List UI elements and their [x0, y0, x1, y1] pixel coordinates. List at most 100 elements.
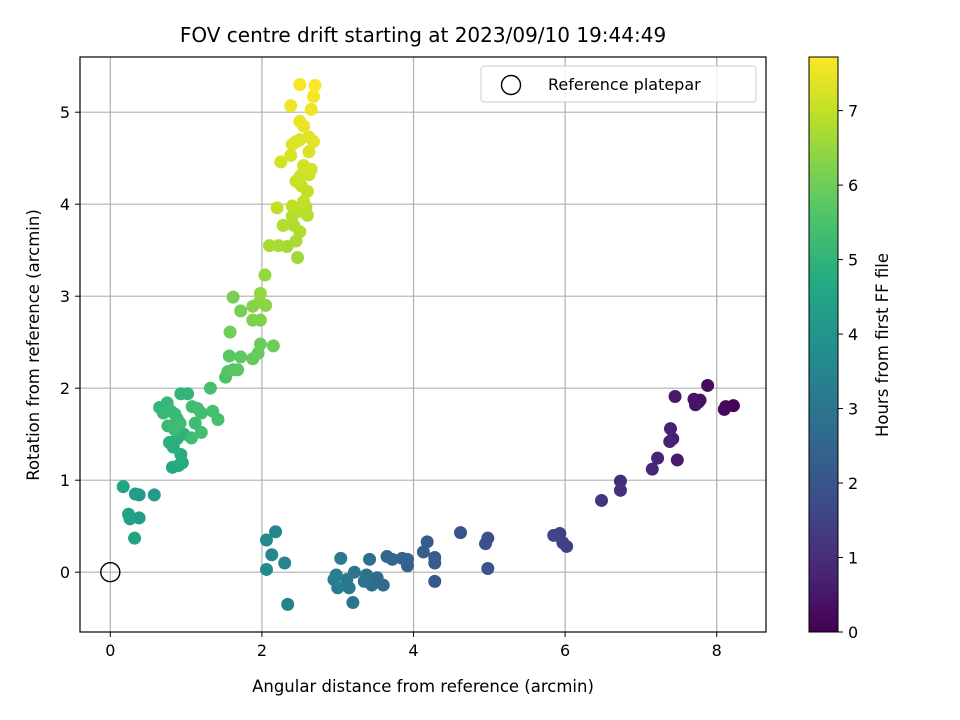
data-point-26: [428, 574, 442, 588]
x-tick-label-4: 8: [712, 641, 722, 660]
data-point-109: [259, 298, 273, 312]
y-tick-label-4: 4: [60, 195, 70, 214]
data-point-13: [651, 451, 665, 465]
data-point-24: [481, 562, 495, 576]
colorbar: 0 1 2 3 4 5 6 7 Hours from first FF file: [808, 56, 892, 642]
data-point-14: [645, 462, 659, 476]
colorbar-label: Hours from first FF file: [873, 253, 892, 437]
colorbar-ticks: 0 1 2 3 4 5 6 7: [838, 102, 858, 642]
grid: [80, 57, 766, 632]
y-axis-label: Rotation from reference (arcmin): [24, 209, 43, 481]
data-point-90: [211, 412, 225, 426]
data-point-25: [454, 526, 468, 540]
data-point-102: [223, 325, 237, 339]
data-point-62: [128, 531, 142, 545]
data-point-134: [304, 162, 318, 176]
data-point-114: [272, 239, 286, 253]
data-point-112: [291, 251, 305, 265]
x-tick-label-2: 4: [408, 641, 418, 660]
data-point-3: [701, 378, 715, 392]
colorbar-tick-label-6: 6: [848, 176, 858, 195]
data-point-103: [234, 304, 248, 318]
colorbar-tick-label-3: 3: [848, 400, 858, 419]
y-tick-label-2: 2: [60, 379, 70, 398]
data-point-41: [357, 574, 371, 588]
data-point-52: [269, 525, 283, 539]
data-point-111: [258, 268, 272, 282]
colorbar-tick-label-5: 5: [848, 251, 858, 270]
data-point-95: [222, 349, 236, 363]
colorbar-tick-label-2: 2: [848, 474, 858, 493]
data-point-145: [304, 102, 318, 116]
data-point-46: [334, 551, 348, 565]
data-point-137: [302, 145, 316, 159]
data-point-2: [717, 402, 731, 416]
data-point-147: [306, 90, 320, 104]
data-point-82: [173, 416, 187, 430]
data-point-125: [270, 201, 284, 215]
legend-box: [480, 65, 757, 103]
data-point-55: [259, 562, 273, 576]
x-axis-label: Angular distance from reference (arcmin): [252, 677, 594, 696]
y-tick-label-5: 5: [60, 103, 70, 122]
data-point-51: [278, 556, 292, 570]
data-point-136: [284, 148, 298, 162]
data-point-144: [293, 114, 307, 128]
plot-frame: [79, 56, 767, 633]
data-point-58: [128, 487, 142, 501]
data-point-101: [266, 339, 280, 353]
data-point-96: [231, 363, 245, 377]
reference-marker-layer: [100, 562, 121, 583]
data-point-21: [547, 528, 561, 542]
data-point-53: [265, 548, 279, 562]
data-point-56: [147, 488, 161, 502]
data-point-33: [395, 551, 409, 565]
data-point-83: [184, 431, 198, 445]
y-axis-ticks: 0 1 2 3 4 5: [60, 103, 80, 582]
data-point-142: [306, 135, 320, 149]
y-tick-label-3: 3: [60, 287, 70, 306]
data-point-9: [670, 453, 684, 467]
data-point-124: [285, 199, 299, 213]
data-point-16: [613, 483, 627, 497]
data-point-8: [668, 389, 682, 403]
data-point-35: [380, 550, 394, 564]
data-point-7: [687, 392, 701, 406]
data-point-87: [194, 406, 208, 420]
colorbar-tick-label-4: 4: [848, 325, 858, 344]
data-point-100: [253, 337, 267, 351]
data-point-146: [284, 99, 298, 113]
data-point-84: [188, 416, 202, 430]
x-tick-label-1: 2: [257, 641, 267, 660]
data-point-148: [293, 78, 307, 92]
data-point-104: [226, 290, 240, 304]
data-point-140: [285, 137, 299, 151]
data-point-70: [162, 435, 176, 449]
colorbar-gradient: [808, 56, 839, 633]
data-point-50: [281, 597, 295, 611]
x-axis-ticks: 0 2 4 6 8: [105, 632, 722, 660]
data-point-30: [416, 545, 430, 559]
y-tick-label-1: 1: [60, 471, 70, 490]
data-point-54: [259, 533, 273, 547]
data-point-17: [595, 493, 609, 507]
legend: Reference platepar: [480, 65, 757, 103]
legend-entry-reference: Reference platepar: [548, 75, 701, 94]
data-point-115: [263, 239, 277, 253]
colorbar-tick-label-1: 1: [848, 549, 858, 568]
y-tick-label-0: 0: [60, 563, 70, 582]
data-point-49: [327, 573, 341, 587]
data-point-45: [340, 573, 354, 587]
data-point-39: [363, 552, 377, 566]
data-point-91: [203, 381, 217, 395]
data-point-29: [420, 535, 434, 549]
data-points: [116, 78, 740, 611]
data-point-86: [185, 400, 199, 414]
data-point-149: [308, 79, 322, 93]
data-point-119: [276, 218, 290, 232]
legend-marker-reference: [500, 74, 522, 96]
data-point-23: [479, 537, 493, 551]
reference-platepar-marker: [100, 562, 121, 583]
